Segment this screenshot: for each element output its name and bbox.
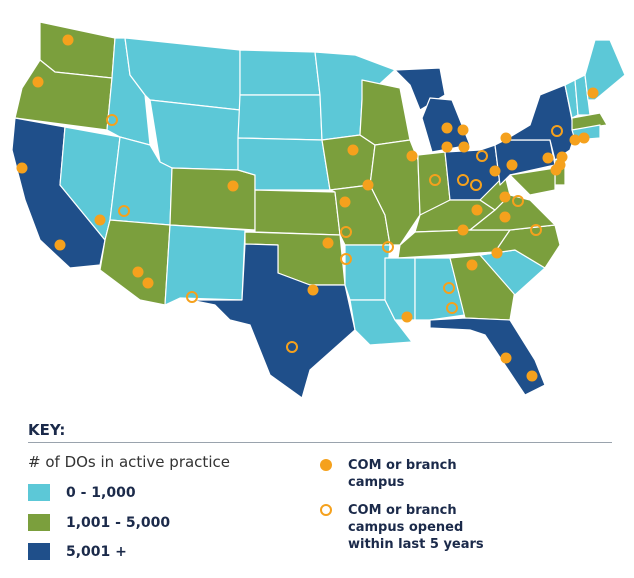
state [189, 243, 356, 399]
campus-marker [401, 311, 413, 323]
legend-swatch [28, 484, 50, 501]
legend-dot [320, 459, 332, 471]
us-map [11, 21, 626, 399]
legend-label: 5,001 + [66, 543, 127, 560]
state [164, 224, 246, 306]
campus-marker [227, 180, 239, 192]
state [584, 39, 626, 101]
new-campus-marker [443, 282, 455, 294]
campus-marker [54, 239, 66, 251]
new-campus-marker [106, 114, 118, 126]
state [99, 219, 171, 306]
new-campus-marker [470, 179, 482, 191]
state [509, 167, 556, 196]
campus-marker [142, 277, 154, 289]
legend-item: 0 - 1,000 [28, 484, 136, 501]
new-campus-marker [186, 291, 198, 303]
campus-marker [458, 141, 470, 153]
new-campus-marker [429, 174, 441, 186]
legend-item: COM or branch campus opened within last … [318, 502, 488, 553]
key-title: KEY: [28, 421, 66, 439]
campus-marker [339, 196, 351, 208]
campus-marker [457, 124, 469, 136]
legend-dot [320, 504, 332, 516]
state [149, 99, 241, 171]
key-subtitle: # of DOs in active practice [28, 453, 230, 471]
legend-label: 1,001 - 5,000 [66, 514, 171, 531]
legend-item: COM or branch campus [318, 457, 488, 491]
campus-marker [406, 150, 418, 162]
legend-swatch [28, 514, 50, 531]
campus-marker [500, 132, 512, 144]
state [237, 94, 323, 141]
new-campus-marker [476, 150, 488, 162]
campus-marker [506, 159, 518, 171]
state [429, 317, 546, 396]
new-campus-marker [340, 226, 352, 238]
campus-marker [32, 76, 44, 88]
state [169, 167, 256, 231]
campus-marker [441, 122, 453, 134]
new-campus-marker [530, 224, 542, 236]
campus-marker [550, 164, 562, 176]
state [449, 254, 516, 321]
campus-marker [489, 165, 501, 177]
campus-marker [499, 211, 511, 223]
campus-marker [307, 284, 319, 296]
state [359, 79, 411, 146]
campus-marker [16, 162, 28, 174]
state [254, 189, 341, 236]
campus-marker [466, 259, 478, 271]
legend-item: 1,001 - 5,000 [28, 514, 170, 531]
campus-marker [578, 132, 590, 144]
new-campus-marker [118, 205, 130, 217]
new-campus-marker [382, 241, 394, 253]
campus-marker [94, 214, 106, 226]
legend-item: 5,001 + [28, 543, 127, 560]
campus-marker [500, 352, 512, 364]
campus-marker [569, 134, 581, 146]
legend-label: COM or branch campus opened within last … [348, 503, 484, 552]
campus-marker [132, 266, 144, 278]
new-campus-marker [551, 125, 563, 137]
new-campus-marker [457, 174, 469, 186]
state [344, 244, 391, 301]
campus-marker [62, 34, 74, 46]
campus-marker [587, 87, 599, 99]
state [414, 257, 466, 321]
legend-label: COM or branch campus [348, 458, 457, 490]
new-campus-marker [340, 253, 352, 265]
campus-marker [471, 204, 483, 216]
campus-marker [362, 179, 374, 191]
campus-marker [441, 141, 453, 153]
new-campus-marker [446, 302, 458, 314]
campus-marker [499, 191, 511, 203]
campus-marker [457, 224, 469, 236]
legend-label: 0 - 1,000 [66, 484, 136, 501]
campus-marker [491, 247, 503, 259]
campus-marker [542, 152, 554, 164]
key-divider [28, 442, 612, 443]
campus-marker [347, 144, 359, 156]
campus-marker [526, 370, 538, 382]
new-campus-marker [512, 195, 524, 207]
new-campus-marker [286, 341, 298, 353]
legend-swatch [28, 543, 50, 560]
campus-marker [322, 237, 334, 249]
state [239, 49, 321, 96]
